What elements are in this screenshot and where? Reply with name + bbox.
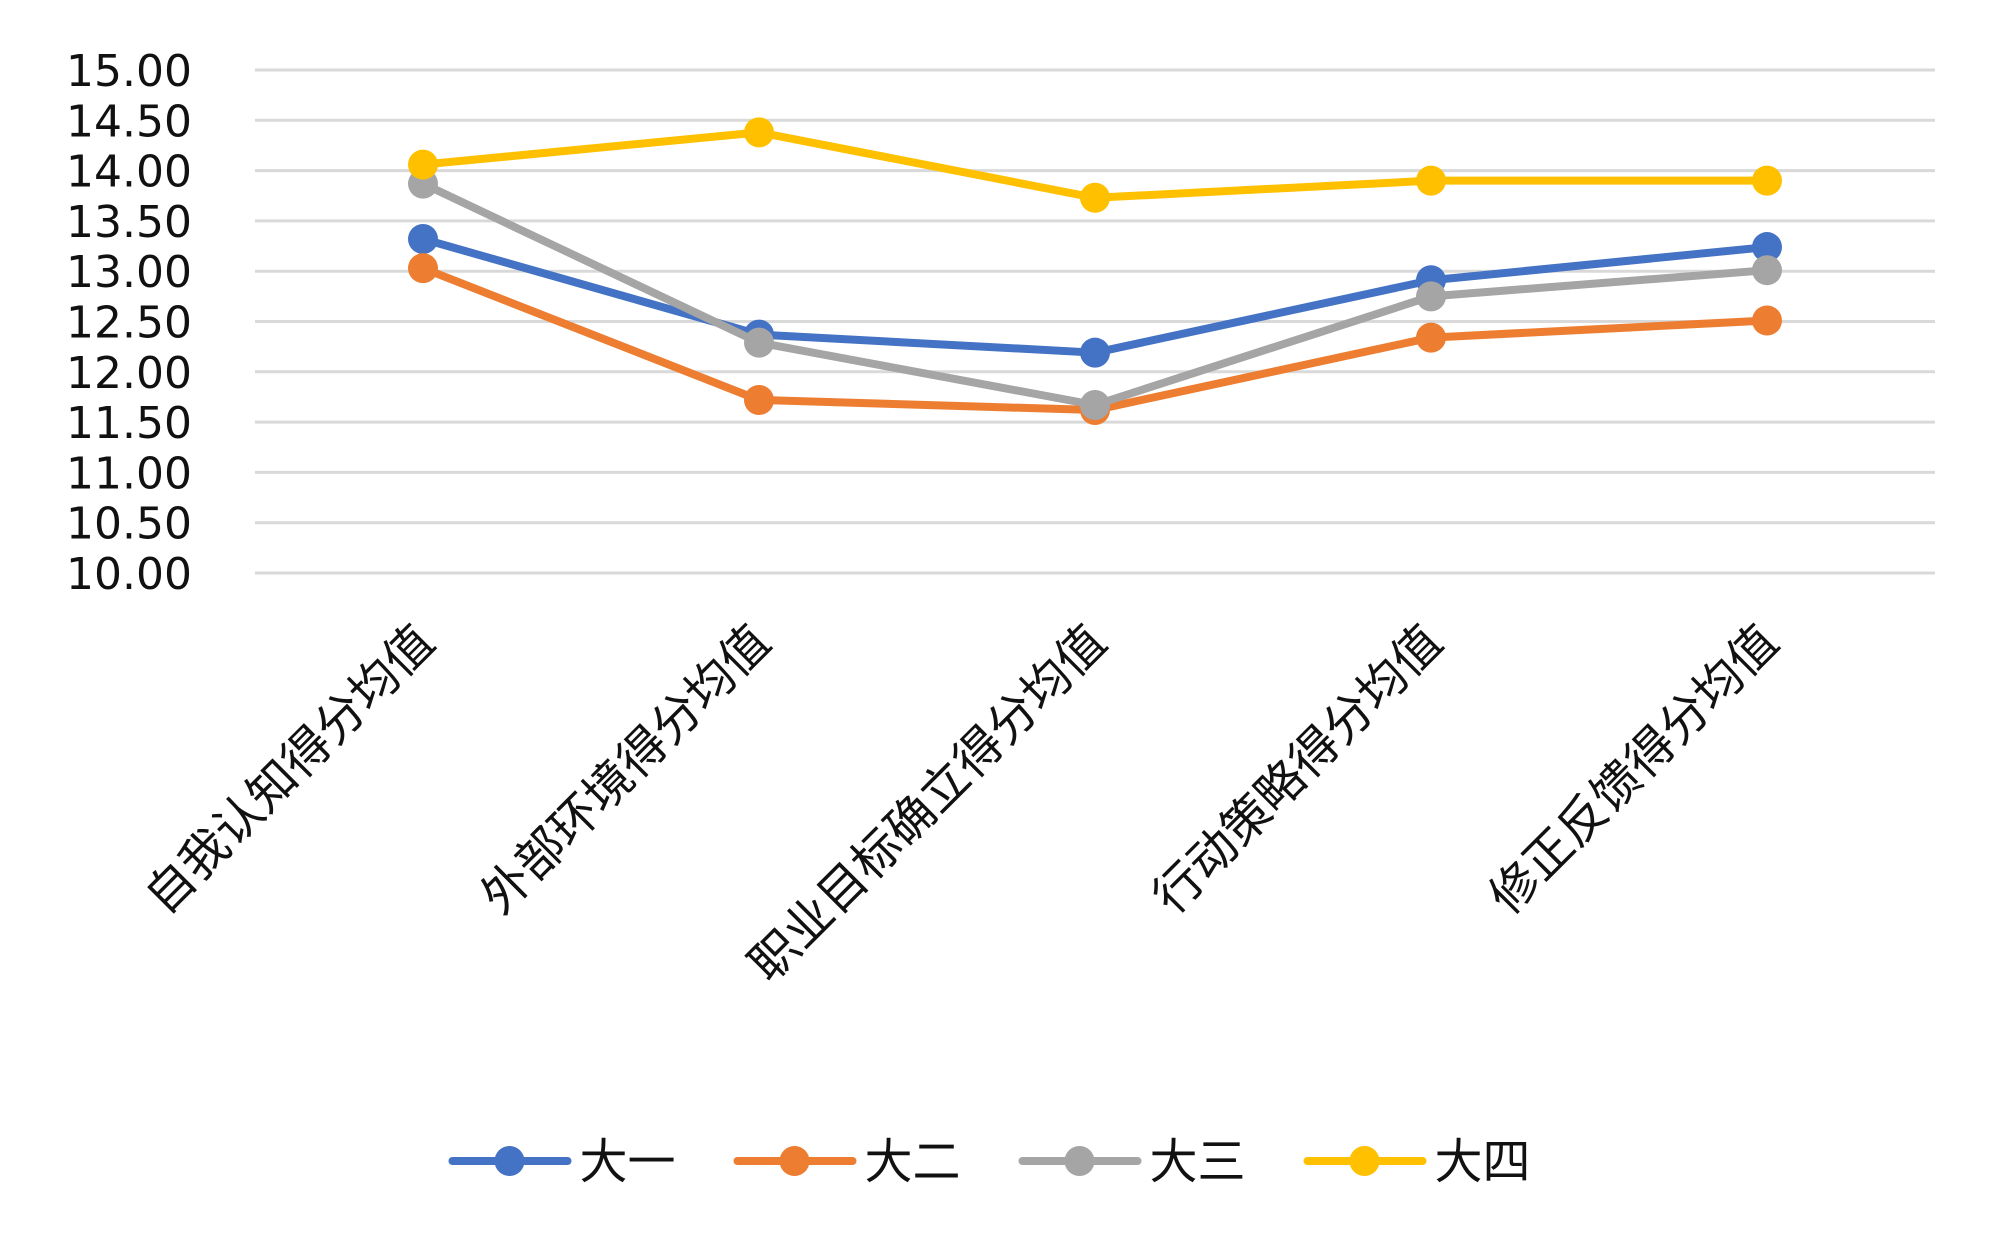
legend-label: 大二 bbox=[865, 1134, 961, 1190]
legend-item: 大一 bbox=[448, 1134, 676, 1190]
data-point bbox=[1080, 389, 1110, 420]
data-point bbox=[744, 327, 774, 358]
legend-label: 大三 bbox=[1150, 1134, 1246, 1190]
legend-marker bbox=[494, 1146, 525, 1176]
legend: 大一 大二 大三 大四 bbox=[448, 1134, 1531, 1190]
y-tick-label: 12.00 bbox=[66, 348, 192, 399]
y-tick-label: 13.50 bbox=[66, 197, 192, 248]
y-tick-label: 10.50 bbox=[66, 499, 192, 550]
y-tick-label: 13.00 bbox=[66, 247, 192, 298]
data-point bbox=[744, 117, 774, 148]
x-category-label: 自我认知得分均值 bbox=[134, 614, 445, 925]
data-point bbox=[408, 253, 438, 284]
y-tick-label: 10.00 bbox=[66, 549, 192, 600]
series-3 bbox=[408, 168, 1782, 420]
legend-item: 大二 bbox=[733, 1134, 961, 1190]
legend-label: 大四 bbox=[1435, 1134, 1531, 1190]
data-point bbox=[1752, 255, 1782, 286]
data-point bbox=[1080, 182, 1110, 213]
y-axis-tick-labels: 10.0010.5011.0011.5012.0012.5013.0013.50… bbox=[66, 46, 192, 600]
data-point bbox=[1752, 165, 1782, 196]
y-tick-label: 14.00 bbox=[66, 147, 192, 198]
series-line bbox=[419, 235, 1771, 357]
data-point bbox=[1752, 305, 1782, 336]
series-4 bbox=[408, 117, 1782, 213]
y-tick-label: 11.50 bbox=[66, 398, 192, 449]
x-category-label: 行动策略得分均值 bbox=[1142, 614, 1453, 925]
x-category-label: 修正反馈得分均值 bbox=[1478, 614, 1789, 925]
series-lines bbox=[408, 117, 1782, 426]
y-tick-label: 12.50 bbox=[66, 298, 192, 349]
data-point bbox=[1752, 232, 1782, 263]
x-category-label: 外部环境得分均值 bbox=[470, 614, 781, 925]
data-point bbox=[1416, 322, 1446, 353]
legend-marker bbox=[1064, 1146, 1095, 1176]
data-point bbox=[1416, 281, 1446, 312]
y-tick-label: 11.00 bbox=[66, 448, 192, 499]
legend-marker bbox=[779, 1146, 810, 1176]
y-tick-label: 14.50 bbox=[66, 96, 192, 147]
legend-item: 大三 bbox=[1018, 1134, 1246, 1190]
data-point bbox=[1416, 165, 1446, 196]
data-point bbox=[1080, 337, 1110, 368]
x-category-label: 职业目标确立得分均值 bbox=[738, 614, 1117, 993]
data-point bbox=[408, 224, 438, 255]
data-point bbox=[744, 384, 774, 415]
legend-label: 大一 bbox=[580, 1134, 676, 1190]
data-point bbox=[408, 149, 438, 180]
legend-item: 大四 bbox=[1303, 1134, 1531, 1190]
legend-marker bbox=[1349, 1146, 1380, 1176]
y-tick-label: 15.00 bbox=[66, 46, 192, 97]
